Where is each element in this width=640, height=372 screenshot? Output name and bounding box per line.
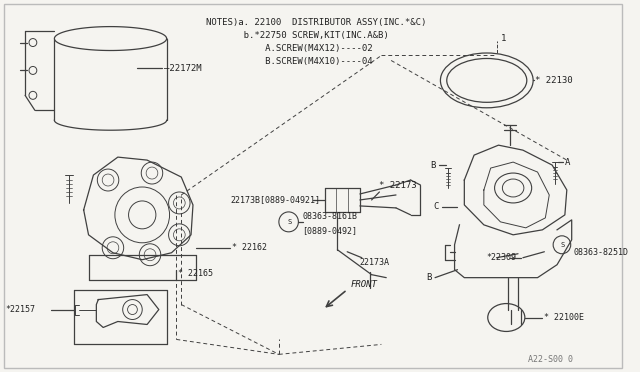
Text: 08363-8161B: 08363-8161B xyxy=(302,212,357,221)
Text: NOTES)a. 22100  DISTRIBUTOR ASSY(INC.*&C): NOTES)a. 22100 DISTRIBUTOR ASSY(INC.*&C) xyxy=(205,18,426,27)
Text: * 22173: * 22173 xyxy=(380,180,417,189)
Text: * 22165: * 22165 xyxy=(179,269,213,278)
Text: S: S xyxy=(561,242,565,248)
Text: 22173A: 22173A xyxy=(360,258,390,267)
Text: * 22100E: * 22100E xyxy=(545,313,584,322)
Text: b.*22750 SCREW,KIT(INC.A&B): b.*22750 SCREW,KIT(INC.A&B) xyxy=(205,31,388,40)
Text: A.SCREW(M4X12)----02: A.SCREW(M4X12)----02 xyxy=(205,44,372,53)
Text: [0889-0492]: [0889-0492] xyxy=(302,226,357,235)
Text: S: S xyxy=(287,219,292,225)
Text: 08363-8251D: 08363-8251D xyxy=(573,248,628,257)
Text: 1: 1 xyxy=(500,34,506,43)
Text: C: C xyxy=(433,202,438,211)
Text: B.SCREW(M4X10)----04: B.SCREW(M4X10)----04 xyxy=(205,57,372,66)
Text: B: B xyxy=(426,273,431,282)
Text: *22157: *22157 xyxy=(6,305,36,314)
Text: *22309: *22309 xyxy=(487,253,516,262)
Text: A22-S00 0: A22-S00 0 xyxy=(528,355,573,364)
Text: 22173B[0889-04921]: 22173B[0889-04921] xyxy=(230,195,320,205)
Text: B: B xyxy=(430,161,436,170)
Text: * 22162: * 22162 xyxy=(232,243,267,252)
Text: A: A xyxy=(565,158,570,167)
Text: * 22130: * 22130 xyxy=(534,76,572,85)
Text: FRONT: FRONT xyxy=(350,280,377,289)
Text: —22172M: —22172M xyxy=(164,64,202,73)
